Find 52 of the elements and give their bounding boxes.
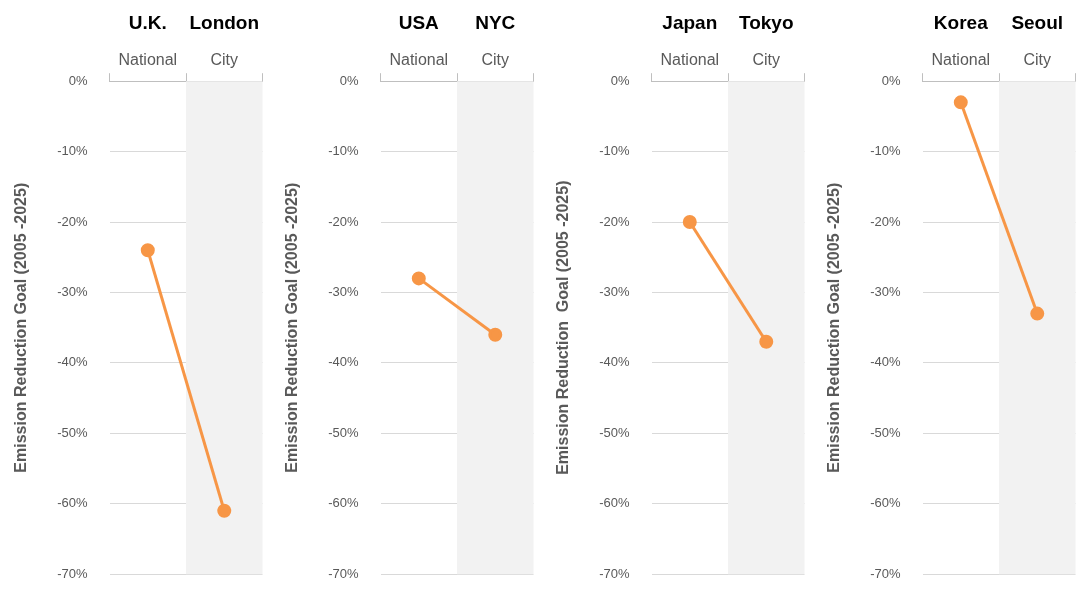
y-tick-label: -10% — [57, 143, 88, 159]
y-tick-label: -10% — [328, 143, 359, 159]
y-tick-label: -40% — [870, 354, 901, 370]
y-tick-label: 0% — [339, 72, 359, 88]
x-tick-label: City — [210, 51, 239, 69]
y-tick-label: -70% — [599, 565, 630, 581]
y-tick-label: -60% — [57, 495, 88, 511]
x-tick-label: National — [660, 51, 720, 69]
text: Japan — [662, 12, 718, 34]
x-tick-label: City — [752, 51, 781, 69]
y-tick-label: 0% — [881, 72, 901, 88]
y-tick-label: -70% — [328, 565, 359, 581]
y-axis-title: Emission Reduction Goal (2005 -2025) — [825, 182, 843, 473]
y-tick-label: -40% — [599, 354, 630, 370]
text: Seoul — [1011, 12, 1064, 34]
y-tick-label: -50% — [57, 424, 88, 440]
text: London — [189, 12, 260, 34]
y-tick-label: -60% — [328, 495, 359, 511]
text: NYC — [475, 12, 516, 34]
text: Korea — [933, 12, 988, 34]
x-tick-label: National — [389, 51, 449, 69]
y-tick-label: -70% — [870, 565, 901, 581]
y-tick-label: -50% — [870, 424, 901, 440]
y-tick-label: -20% — [57, 213, 88, 229]
y-tick-label: -50% — [599, 424, 630, 440]
y-tick-label: -20% — [599, 213, 630, 229]
y-tick-label: -30% — [57, 284, 88, 300]
y-tick-label: -30% — [870, 284, 901, 300]
text: USA — [398, 12, 439, 34]
text: U.K. — [128, 12, 167, 34]
y-tick-label: -20% — [870, 213, 901, 229]
y-tick-label: -70% — [57, 565, 88, 581]
y-tick-label: -60% — [599, 495, 630, 511]
x-tick-label: National — [118, 51, 178, 69]
y-tick-label: -30% — [328, 284, 359, 300]
y-axis-title: Emission Reduction Goal (2005 -2025) — [283, 182, 301, 473]
y-axis-title: Emission Reduction Goal (2005 -2025) — [12, 182, 30, 473]
x-tick-label: National — [931, 51, 991, 69]
y-tick-label: -10% — [870, 143, 901, 159]
y-axis-title: Emission Reduction Goal (2005 -2025) — [554, 180, 572, 475]
y-tick-label: -30% — [599, 284, 630, 300]
y-tick-label: 0% — [68, 72, 88, 88]
x-tick-label: City — [481, 51, 510, 69]
y-tick-label: 0% — [610, 72, 630, 88]
x-tick-label: City — [1023, 51, 1052, 69]
text: Tokyo — [738, 12, 794, 34]
y-tick-label: -50% — [328, 424, 359, 440]
y-tick-label: -10% — [599, 143, 630, 159]
y-tick-label: -40% — [328, 354, 359, 370]
y-tick-label: -40% — [57, 354, 88, 370]
y-tick-label: -20% — [328, 213, 359, 229]
y-tick-label: -60% — [870, 495, 901, 511]
